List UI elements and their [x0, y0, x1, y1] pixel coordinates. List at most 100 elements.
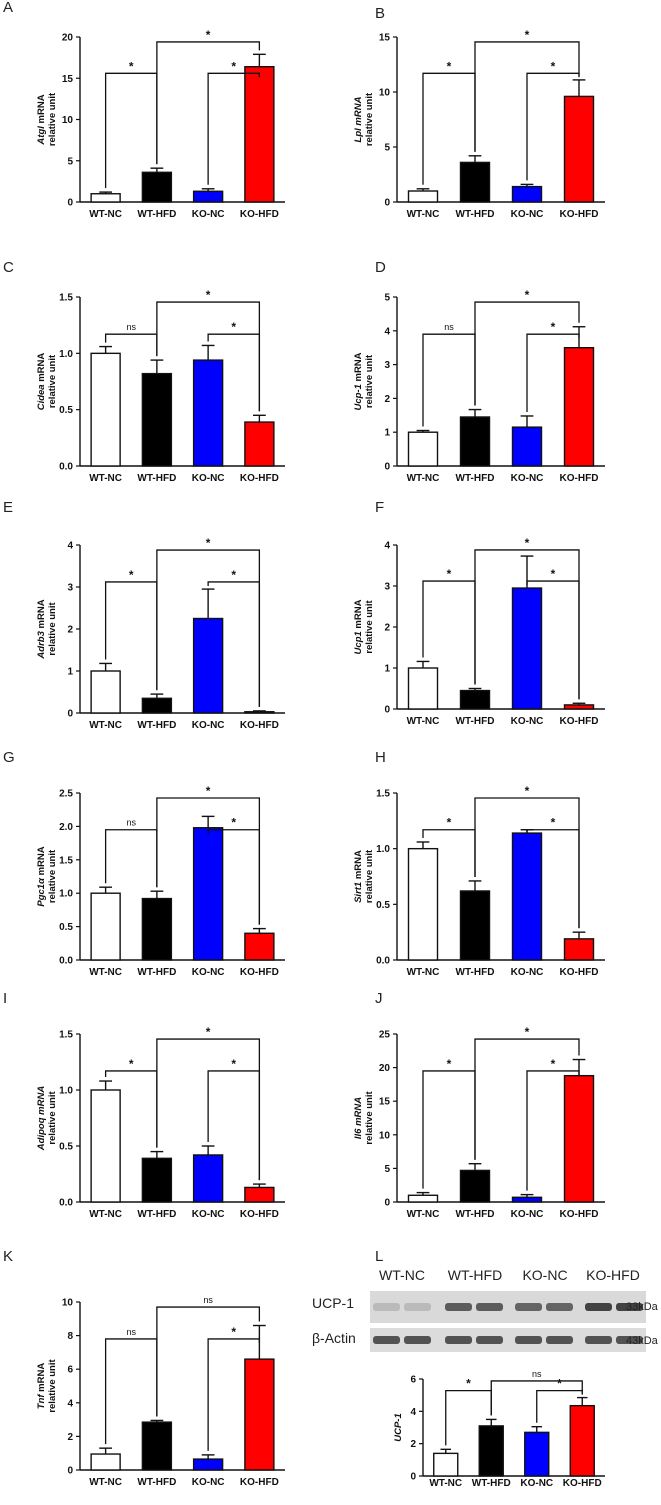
- y-axis-unit-g: relative unit: [47, 849, 58, 903]
- y-tick-label: 8: [67, 1331, 73, 1342]
- x-tick-label: KO-NC: [511, 209, 544, 220]
- x-tick-label: KO-HFD: [240, 967, 279, 978]
- significance-label: *: [525, 28, 530, 42]
- y-axis-unit-f: relative unit: [364, 600, 375, 654]
- y-tick-label: 1: [384, 664, 390, 675]
- bar-wt-hfd: [141, 897, 173, 961]
- panel-label-j: J: [375, 990, 383, 1007]
- y-tick-label: 4: [67, 1398, 73, 1409]
- bar-ko-hfd: [563, 1074, 595, 1203]
- x-tick-label: WT-HFD: [137, 1477, 176, 1488]
- bar-wt-nc: [407, 190, 439, 203]
- y-tick-label: 15: [379, 33, 391, 44]
- bar-ko-nc: [192, 1458, 224, 1471]
- significance-label: ns: [203, 1295, 213, 1305]
- x-tick-label: KO-NC: [192, 473, 225, 484]
- significance-bracket: [156, 41, 261, 165]
- significance-bracket: [156, 1306, 261, 1417]
- panel-k: K 0 2 4 6 8 10 Tnf mRNA relative unit WT-NC WT-HFD…: [3, 1248, 285, 1488]
- wb-band: [404, 1336, 431, 1344]
- y-tick-label: 1.5: [376, 789, 390, 800]
- y-tick-label: 6: [410, 1375, 416, 1386]
- y-tick-label: 0.5: [59, 1142, 73, 1153]
- bar-wt-hfd: [459, 161, 491, 203]
- y-axis-label-d: Ucp-1 mRNA: [353, 352, 364, 410]
- wb-kda-actin: 43kDa: [626, 1335, 659, 1347]
- y-tick-label: 5: [384, 143, 390, 154]
- wb-band: [445, 1303, 472, 1311]
- significance-label: *: [231, 568, 236, 582]
- wb-band: [445, 1336, 472, 1344]
- x-tick-label: KO-HFD: [240, 473, 279, 484]
- x-tick-label: WT-NC: [407, 473, 440, 484]
- y-tick-label: 6: [67, 1365, 73, 1376]
- bar-wt-hfd: [459, 689, 491, 710]
- y-tick-label: 2: [67, 625, 73, 636]
- y-axis-unit-h: relative unit: [364, 849, 375, 903]
- y-axis-unit-a: relative unit: [47, 92, 58, 146]
- panel-b: B 0 5 10 15 Lpl mRNA relative unit WT-NC WT-HFD K…: [353, 5, 605, 220]
- y-tick-label: 0.5: [59, 405, 73, 416]
- wb-bands-actin: [373, 1336, 643, 1344]
- bar-wt-hfd: [141, 1157, 173, 1203]
- significance-label: *: [557, 1377, 562, 1391]
- bar-wt-nc: [433, 1452, 459, 1477]
- y-tick-label: 5: [384, 1164, 390, 1175]
- y-tick-label: 1.0: [59, 1086, 73, 1097]
- significance-label: *: [551, 320, 556, 334]
- y-tick-label: 20: [379, 1063, 391, 1074]
- bar-wt-hfd: [141, 697, 173, 714]
- y-tick-label: 5: [384, 293, 390, 304]
- x-tick-label: WT-NC: [407, 716, 440, 727]
- bar-ko-nc: [192, 190, 224, 203]
- y-tick-label: 3: [384, 360, 390, 371]
- y-axis-unit-i: relative unit: [47, 1091, 58, 1145]
- y-tick-label: 0: [384, 462, 390, 473]
- x-tick-label: KO-HFD: [240, 1477, 279, 1488]
- panel-label-a: A: [3, 0, 13, 16]
- x-tick-label: KO-HFD: [560, 716, 599, 727]
- significance-label: *: [466, 1377, 471, 1391]
- bar-wt-hfd: [141, 171, 173, 203]
- y-tick-label: 0.0: [59, 1198, 73, 1209]
- y-tick-label: 15: [62, 74, 74, 85]
- y-tick-label: 10: [379, 88, 391, 99]
- wb-lane-label-1: WT-NC: [379, 1267, 425, 1283]
- x-tick-label: WT-NC: [407, 209, 440, 220]
- x-tick-label: KO-HFD: [560, 209, 599, 220]
- y-tick-label: 2: [384, 394, 390, 405]
- y-tick-label: 0.0: [59, 462, 73, 473]
- bar-wt-nc: [407, 847, 439, 961]
- significance-label: *: [231, 1057, 236, 1071]
- y-tick-label: 0.0: [376, 956, 390, 967]
- wb-band: [585, 1303, 612, 1311]
- y-tick-label: 1: [67, 667, 73, 678]
- significance-label: *: [525, 1025, 530, 1039]
- wb-band: [476, 1303, 503, 1311]
- significance-label: *: [525, 784, 530, 798]
- significance-label: *: [231, 320, 236, 334]
- panel-a: A 0 5 10 15 20 Atgl mRNA relative unit WT-NC WT-H…: [3, 0, 285, 220]
- significance-bracket: [156, 549, 261, 707]
- y-tick-label: 10: [379, 1130, 391, 1141]
- x-tick-label: WT-NC: [407, 1209, 440, 1220]
- panel-label-l: L: [375, 1248, 383, 1265]
- significance-bracket: [207, 72, 261, 185]
- x-tick-label: KO-NC: [520, 1478, 553, 1489]
- panel-d: D 0 1 2 3 4 5 Ucp-1 mRNA relative unit WT-NC WT-HF…: [353, 259, 605, 484]
- significance-label: *: [129, 1057, 134, 1071]
- x-tick-label: KO-NC: [192, 209, 225, 220]
- x-tick-label: KO-NC: [192, 720, 225, 731]
- wb-band: [476, 1336, 503, 1344]
- wb-protein-label-ucp1: UCP-1: [312, 1295, 354, 1311]
- bar-wt-nc: [407, 431, 439, 467]
- y-tick-label: 15: [379, 1097, 391, 1108]
- x-tick-label: WT-NC: [89, 209, 122, 220]
- bar-wt-nc: [90, 1453, 121, 1471]
- y-axis-unit-j: relative unit: [364, 1091, 375, 1145]
- x-tick-label: WT-HFD: [472, 1478, 511, 1489]
- panel-h: H 0.0 0.5 1.0 1.5 Sirt1 mRNA relative unit WT-N…: [353, 749, 605, 978]
- wb-band: [616, 1336, 643, 1344]
- y-tick-label: 3: [384, 582, 390, 593]
- significance-label: *: [231, 1325, 236, 1339]
